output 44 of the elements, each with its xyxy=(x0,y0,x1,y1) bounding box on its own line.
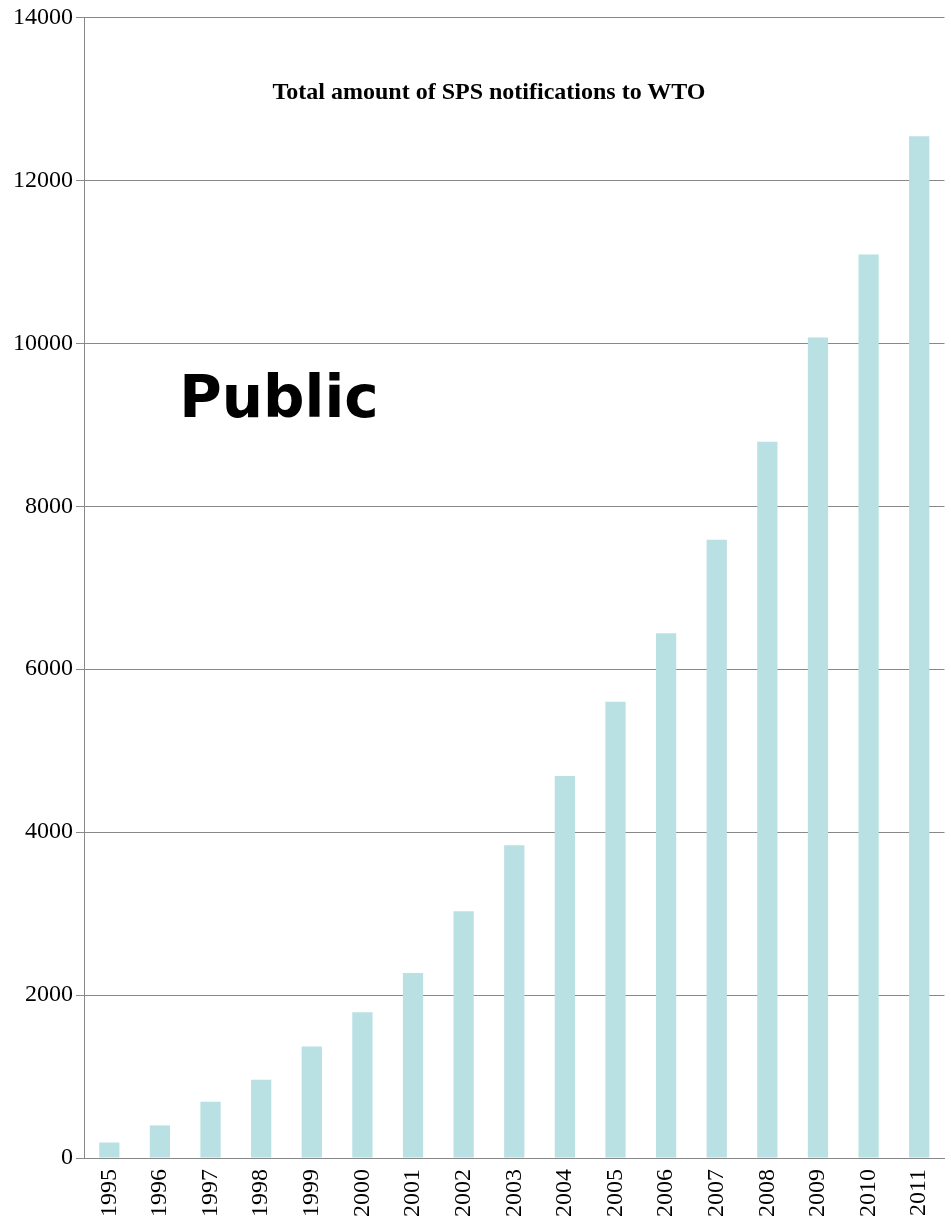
bar xyxy=(757,441,778,1158)
x-tick-label: 2000 xyxy=(347,1169,374,1217)
bar xyxy=(251,1079,272,1158)
bar xyxy=(200,1101,221,1158)
x-tick-label: 2001 xyxy=(398,1169,425,1217)
bar xyxy=(706,539,727,1158)
x-tick-label: 1996 xyxy=(145,1169,172,1217)
bar xyxy=(453,911,474,1158)
annotation: Public xyxy=(179,363,379,432)
bar xyxy=(605,701,626,1158)
y-tick-label: 0 xyxy=(61,1143,73,1170)
x-tick-label: 1995 xyxy=(94,1169,121,1217)
y-tick-label: 2000 xyxy=(25,980,73,1007)
x-tick-label: 1998 xyxy=(246,1169,273,1217)
x-tick-label: 2003 xyxy=(499,1169,526,1217)
y-tick-label: 14000 xyxy=(13,2,73,29)
y-tick-label: 10000 xyxy=(13,328,73,355)
x-tick-label: 2011 xyxy=(904,1169,931,1217)
text: Total amount of SPS notifications to WTO xyxy=(272,77,706,104)
y-tick-label: 12000 xyxy=(13,165,73,192)
x-tick-label: 2007 xyxy=(702,1169,729,1217)
x-tick-label: 2008 xyxy=(752,1169,779,1217)
x-tick-label: 2006 xyxy=(651,1169,678,1217)
bar xyxy=(99,1142,120,1158)
y-tick-label: 6000 xyxy=(25,654,73,681)
x-tick-label: 2002 xyxy=(448,1169,475,1217)
y-tick-label: 4000 xyxy=(25,817,73,844)
x-tick-label: 1997 xyxy=(195,1169,222,1217)
bar xyxy=(655,633,677,1158)
bar xyxy=(504,845,525,1158)
bar xyxy=(352,1012,373,1158)
x-tick-label: 2010 xyxy=(853,1169,880,1217)
bar xyxy=(301,1046,322,1158)
x-tick-label: 2004 xyxy=(550,1169,577,1217)
bar xyxy=(909,136,930,1158)
x-tick-label: 2005 xyxy=(600,1169,627,1217)
bar xyxy=(858,254,879,1158)
x-tick-label: 1999 xyxy=(297,1169,324,1217)
bar xyxy=(807,337,829,1158)
bar xyxy=(149,1125,171,1158)
bar xyxy=(402,973,424,1158)
x-tick-label: 2009 xyxy=(803,1169,830,1217)
bar xyxy=(554,775,575,1158)
y-tick-label: 8000 xyxy=(25,491,73,518)
